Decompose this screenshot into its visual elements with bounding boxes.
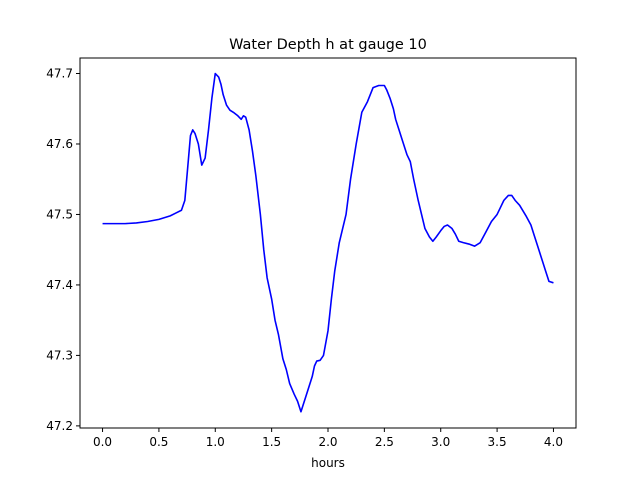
x-tick-label: 1.5 bbox=[262, 435, 281, 449]
series-line-0 bbox=[102, 72, 554, 413]
y-tick-label: 47.3 bbox=[46, 348, 73, 362]
x-tick-label: 3.0 bbox=[431, 435, 450, 449]
chart-title: Water Depth h at gauge 10 bbox=[229, 37, 427, 53]
x-axis: 0.0 0.5 1.0 1.5 2.0 2.5 3.0 3.5 4.0 bbox=[93, 428, 563, 449]
y-tick-label: 47.4 bbox=[46, 278, 73, 292]
x-tick-label: 2.0 bbox=[318, 435, 337, 449]
y-axis: 47.2 47.3 47.4 47.5 47.6 47.7 bbox=[46, 67, 80, 433]
y-tick-label: 47.2 bbox=[46, 419, 73, 433]
plot-area bbox=[102, 72, 554, 413]
x-axis-label: hours bbox=[311, 456, 345, 470]
x-tick-label: 4.0 bbox=[544, 435, 563, 449]
y-tick-label: 47.7 bbox=[46, 67, 73, 81]
y-tick-label: 47.6 bbox=[46, 137, 73, 151]
x-tick-label: 3.5 bbox=[488, 435, 507, 449]
x-tick-label: 0.0 bbox=[93, 435, 112, 449]
plot-frame bbox=[79, 57, 577, 429]
x-tick-label: 2.5 bbox=[375, 435, 394, 449]
x-tick-label: 1.0 bbox=[206, 435, 225, 449]
x-tick-label: 0.5 bbox=[149, 435, 168, 449]
y-tick-label: 47.5 bbox=[46, 207, 73, 221]
